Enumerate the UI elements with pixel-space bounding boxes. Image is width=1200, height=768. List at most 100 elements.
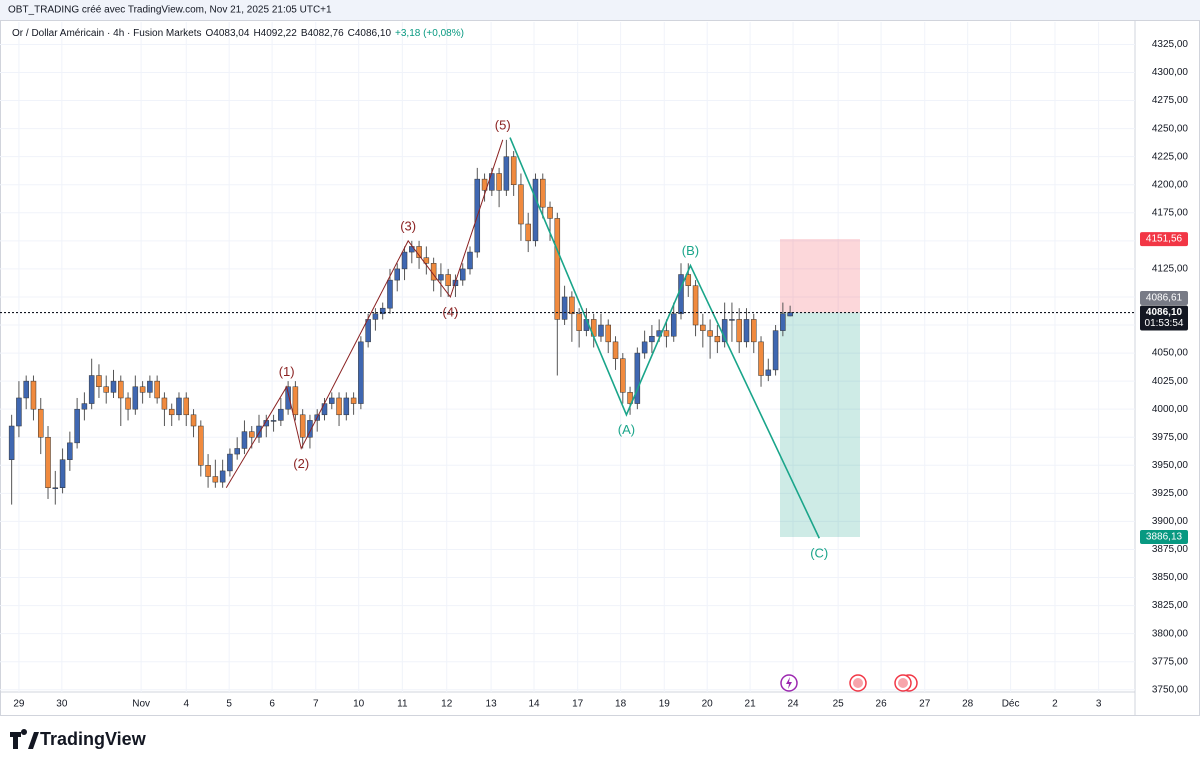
target-tag: 3886,13 bbox=[1146, 532, 1183, 543]
candle-body bbox=[88, 375, 95, 404]
candle-body bbox=[358, 341, 364, 404]
legend-change: +3,18 (+0,08%) bbox=[395, 28, 464, 39]
current-price-box bbox=[1140, 305, 1188, 331]
candle-body bbox=[438, 274, 444, 281]
candle-body bbox=[59, 459, 66, 488]
candle-body bbox=[176, 397, 182, 416]
x-tick-label: Déc bbox=[1002, 699, 1020, 710]
candle-body bbox=[554, 218, 561, 320]
candle-body bbox=[248, 431, 255, 438]
candle-body bbox=[692, 285, 699, 326]
candle-body bbox=[329, 397, 335, 404]
x-tick-label: 6 bbox=[269, 699, 275, 710]
candle-body bbox=[241, 431, 248, 449]
x-tick-label: 10 bbox=[353, 699, 365, 710]
candle-body bbox=[787, 312, 793, 317]
candle-body bbox=[147, 380, 153, 393]
y-tick-label: 3750,00 bbox=[1152, 684, 1189, 695]
candle-body bbox=[714, 335, 721, 343]
legend-high: H4092,22 bbox=[253, 28, 297, 39]
wave-label: (5) bbox=[495, 117, 511, 132]
candle-body bbox=[198, 425, 204, 466]
candle-body bbox=[125, 397, 131, 410]
stop-tag: 4151,56 bbox=[1146, 234, 1183, 245]
candle-body bbox=[256, 425, 262, 438]
candle-body bbox=[321, 403, 328, 416]
candle-body bbox=[605, 324, 611, 343]
candle-body bbox=[336, 397, 342, 416]
x-tick-label: 25 bbox=[833, 699, 845, 710]
wave-label: (C) bbox=[810, 546, 828, 561]
event-icons bbox=[780, 674, 918, 692]
target-zone bbox=[780, 312, 860, 537]
y-tick-label: 3850,00 bbox=[1152, 572, 1189, 583]
x-tick-label: 29 bbox=[13, 699, 25, 710]
countdown: 01:53:54 bbox=[1145, 318, 1184, 329]
mark-price-box bbox=[1140, 290, 1188, 305]
candle-body bbox=[459, 268, 466, 281]
candle-body bbox=[569, 296, 575, 315]
candle-body bbox=[685, 274, 692, 286]
x-tick-label: 17 bbox=[572, 699, 584, 710]
candle-body bbox=[510, 156, 517, 185]
x-tick-label: Nov bbox=[132, 699, 150, 710]
y-tick-label: 4300,00 bbox=[1152, 67, 1189, 78]
candle-body bbox=[736, 319, 742, 343]
x-tick-label: 13 bbox=[486, 699, 498, 710]
legend-low: B4082,76 bbox=[301, 28, 344, 39]
candle-body bbox=[540, 178, 546, 208]
brand: TradingView bbox=[40, 729, 147, 749]
candle-body bbox=[350, 397, 357, 404]
candle-body bbox=[729, 319, 735, 321]
candle-body bbox=[721, 319, 728, 343]
x-tick-label: 2 bbox=[1052, 699, 1058, 710]
candle-body bbox=[634, 352, 641, 404]
x-tick-label: 24 bbox=[787, 699, 799, 710]
candle-body bbox=[74, 408, 80, 444]
header-bar bbox=[0, 0, 1200, 20]
candle-body bbox=[8, 425, 15, 460]
x-tick-label: 30 bbox=[56, 699, 68, 710]
candle-body bbox=[707, 330, 713, 337]
candle-body bbox=[518, 184, 524, 225]
x-tick-label: 18 bbox=[615, 699, 627, 710]
wave-line bbox=[509, 137, 820, 539]
candle-body bbox=[299, 414, 306, 438]
candle-body bbox=[641, 341, 648, 354]
candle-body bbox=[445, 274, 451, 286]
x-tick-label: 14 bbox=[528, 699, 540, 710]
x-tick-label: 3 bbox=[1096, 699, 1102, 710]
candle-body bbox=[387, 279, 393, 309]
candle-body bbox=[379, 307, 386, 315]
y-tick-label: 4025,00 bbox=[1152, 376, 1189, 387]
x-tick-label: 11 bbox=[397, 699, 408, 710]
candle-body bbox=[154, 380, 160, 399]
candle-body bbox=[219, 470, 226, 483]
candle-body bbox=[423, 257, 430, 264]
y-tick-label: 3800,00 bbox=[1152, 628, 1189, 639]
candle-body bbox=[139, 386, 146, 393]
candle-body bbox=[372, 313, 379, 320]
candle-body bbox=[401, 251, 408, 270]
candle-body bbox=[110, 380, 117, 393]
candle-body bbox=[467, 251, 473, 270]
candle-body bbox=[118, 380, 124, 399]
y-tick-label: 3900,00 bbox=[1152, 516, 1189, 527]
x-tick-label: 12 bbox=[441, 699, 453, 710]
wave-label: (4) bbox=[442, 304, 458, 319]
candle-body bbox=[234, 448, 240, 455]
candle-body bbox=[270, 420, 277, 422]
x-tick-label: 28 bbox=[962, 699, 974, 710]
candle-body bbox=[45, 436, 51, 488]
x-tick-label: 19 bbox=[659, 699, 671, 710]
candle-body bbox=[161, 397, 168, 410]
y-tick-label: 4325,00 bbox=[1152, 39, 1189, 50]
candle-body bbox=[561, 296, 568, 320]
x-tick-label: 27 bbox=[919, 699, 931, 710]
y-tick-label: 4200,00 bbox=[1152, 179, 1189, 190]
header: OBT_TRADING créé avec TradingView.com, N… bbox=[8, 5, 332, 16]
x-tick-label: 26 bbox=[876, 699, 888, 710]
candle-body bbox=[743, 319, 750, 343]
candle-body bbox=[103, 386, 109, 393]
